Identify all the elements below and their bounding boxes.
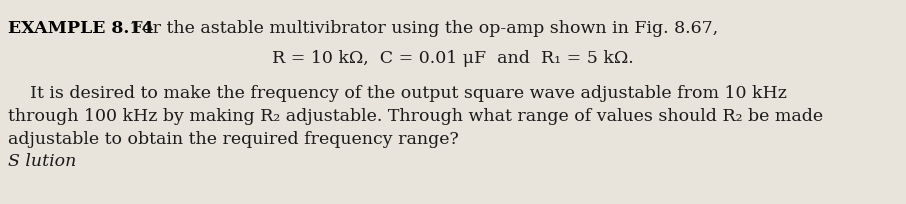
Text: adjustable to obtain the required frequency range?: adjustable to obtain the required freque… [8, 130, 458, 147]
Text: S lution: S lution [8, 152, 76, 169]
Text: through 100 kHz by making R₂ adjustable. Through what range of values should R₂ : through 100 kHz by making R₂ adjustable.… [8, 108, 824, 124]
Text: R = 10 kΩ,  C = 0.01 μF  and  R₁ = 5 kΩ.: R = 10 kΩ, C = 0.01 μF and R₁ = 5 kΩ. [272, 50, 634, 67]
Text: EXAMPLE 8.14: EXAMPLE 8.14 [8, 20, 154, 37]
Text: For the astable multivibrator using the op-amp shown in Fig. 8.67,: For the astable multivibrator using the … [120, 20, 718, 37]
Text: It is desired to make the frequency of the output square wave adjustable from 10: It is desired to make the frequency of t… [8, 85, 787, 102]
